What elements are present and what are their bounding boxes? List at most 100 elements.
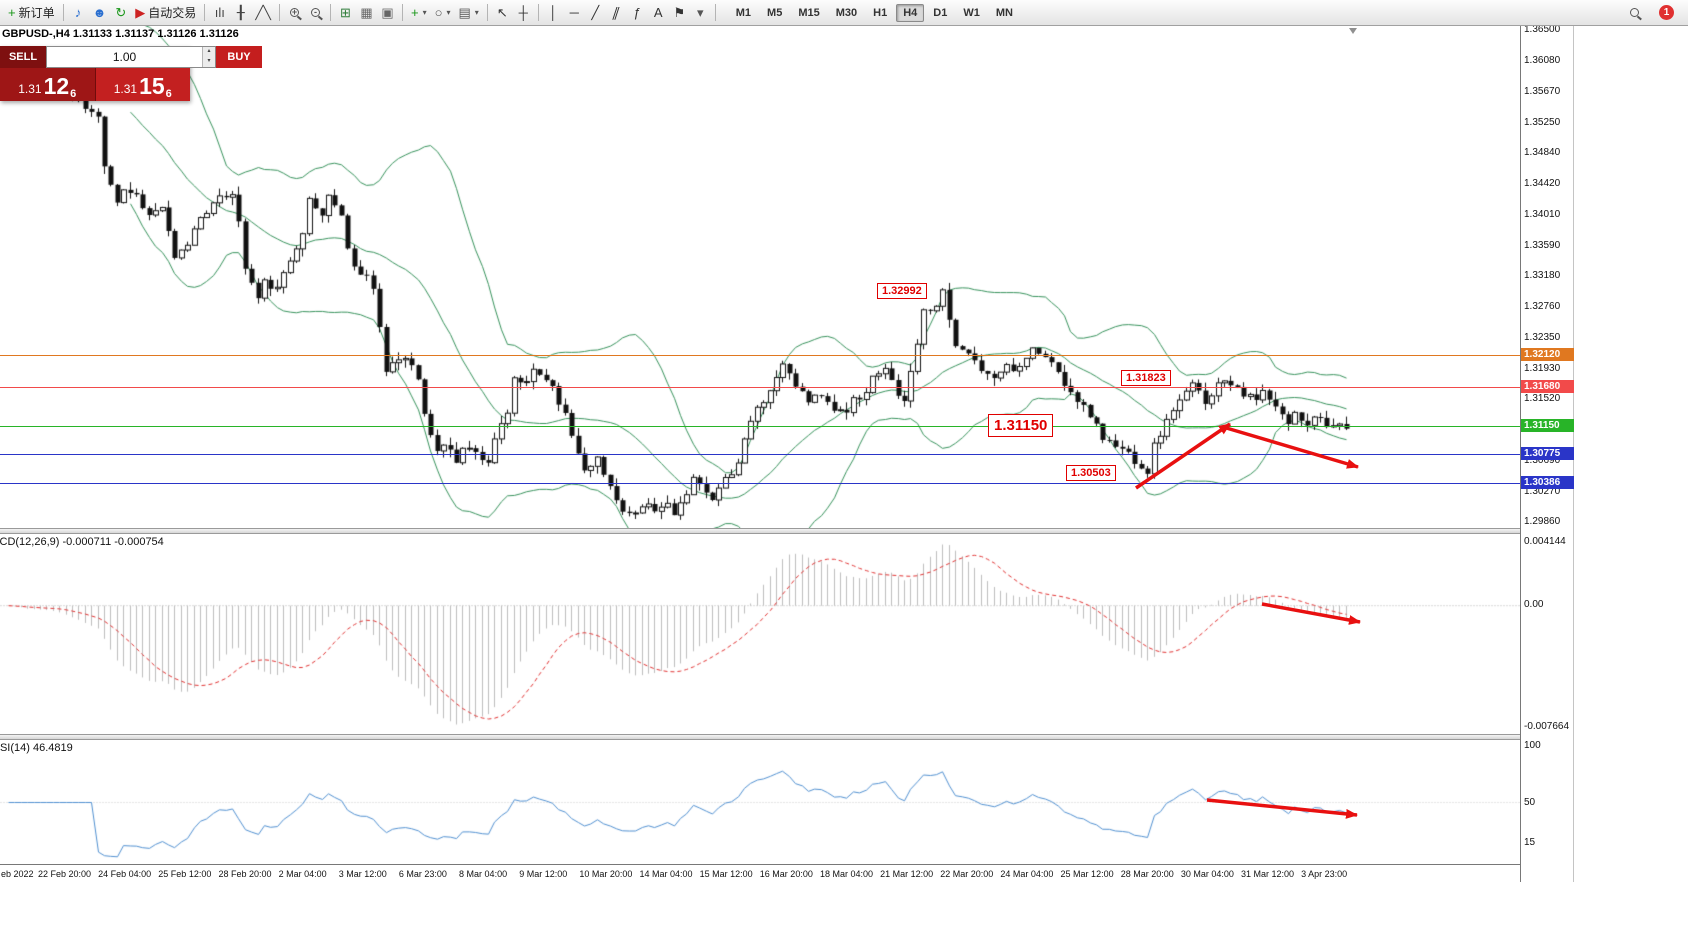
price-axis-label: 1.35250	[1524, 116, 1561, 128]
price-axis-label: 1.34010	[1524, 208, 1561, 220]
line-chart-button[interactable]: ╱╲	[251, 2, 275, 23]
autotrading-button[interactable]: ▶ 自动交易	[131, 2, 200, 23]
price-axis-label: 1.34840	[1524, 147, 1561, 158]
new-chart-button[interactable]: + ▾	[407, 2, 431, 23]
profiles-clock-icon: ○	[434, 5, 443, 20]
notification-badge[interactable]: 1	[1659, 5, 1674, 20]
sound-alerts-button[interactable]: ♪	[68, 2, 89, 23]
toolbar-separator	[486, 4, 488, 21]
crosshair-button[interactable]: ┼	[513, 2, 534, 23]
price-axis-label: 1.29860	[1524, 516, 1561, 527]
price-axis-badge: 1.31150	[1521, 419, 1574, 433]
search-button[interactable]	[1624, 2, 1645, 23]
price-axis[interactable]: 1.36500 1.36080 1.35670 1.35250 1.34840 1.344…	[1520, 24, 1574, 882]
horizontal-level-line[interactable]	[0, 355, 1520, 356]
new-order-button[interactable]: + 新订单	[4, 2, 59, 23]
horizontal-level-line[interactable]	[0, 387, 1520, 388]
rsi-panel[interactable]: RSI(14) 46.4819	[0, 740, 1520, 864]
refresh-button[interactable]: ↻	[110, 2, 131, 23]
time-axis-label: 3 Apr 23:00	[1301, 869, 1348, 879]
horizontal-level-line[interactable]	[0, 426, 1520, 427]
volume-input[interactable]	[47, 47, 202, 67]
toolbar-separator	[204, 4, 206, 21]
label-button[interactable]: ⚑	[669, 2, 690, 23]
cascade-windows-button[interactable]: ▣	[377, 2, 398, 23]
sell-button[interactable]: SELL	[0, 46, 46, 68]
volume-increase-button[interactable]: ▴	[203, 47, 215, 57]
bar-chart-button[interactable]: ılı	[209, 2, 230, 23]
person-icon: ☻	[92, 5, 107, 20]
refresh-icon: ↻	[115, 5, 127, 20]
dropdown-arrow-icon: ▾	[422, 8, 427, 17]
candlestick-chart-button[interactable]: ╂	[230, 2, 251, 23]
macd-label: MACD(12,26,9) -0.000711 -0.000754	[0, 536, 164, 548]
dropdown-arrow-icon: ▾	[697, 5, 704, 20]
time-axis-label: 24 Feb 04:00	[98, 869, 152, 879]
macd-canvas[interactable]	[0, 534, 1520, 734]
timeframe-m5-button[interactable]: M5	[767, 6, 783, 19]
time-axis-label: 30 Mar 04:00	[1180, 869, 1234, 879]
line-chart-icon: ╱╲	[255, 5, 271, 20]
timeframe-h1-button[interactable]: H1	[873, 6, 888, 19]
price-label-annotation[interactable]: 1.31150	[988, 414, 1054, 437]
text-button[interactable]: A	[648, 2, 669, 23]
price-label-annotation[interactable]: 1.32992	[877, 283, 927, 299]
time-axis[interactable]: eb 2022 22 Feb 20:00 24 Feb 04:00 25 Feb 12…	[0, 864, 1574, 882]
timeframe-m15-button[interactable]: M15	[798, 6, 820, 19]
main-chart-panel[interactable]: GBPUSD-,H4 1.31133 1.31137 1.31126 1.311…	[0, 26, 1520, 528]
plus-chart-icon: +	[410, 5, 419, 20]
zoom-in-button[interactable]: +	[284, 2, 305, 23]
timeframe-h4-button[interactable]: H4	[896, 3, 925, 22]
buy-price-prefix: 1.31	[113, 82, 138, 96]
price-axis-label: 1.36080	[1524, 55, 1561, 67]
arrange-windows-button[interactable]: ▦	[356, 2, 377, 23]
zoom-out-button[interactable]: -	[305, 2, 326, 23]
price-axis-label: 1.32760	[1524, 301, 1561, 313]
panel-splitter[interactable]	[0, 734, 1574, 740]
fibonacci-button[interactable]: ƒ	[627, 2, 648, 23]
cursor-button[interactable]: ↖	[492, 2, 513, 23]
timeframe-m1-button[interactable]: M1	[735, 6, 752, 19]
toolbar-separator	[537, 4, 539, 21]
horizontal-level-line[interactable]	[0, 483, 1520, 484]
tile-windows-button[interactable]: ⊞	[335, 2, 356, 23]
objects-list-button[interactable]: ▾	[690, 2, 711, 23]
chart-template-icon: ▤	[458, 5, 471, 20]
panel-splitter[interactable]	[0, 528, 1574, 534]
timeframe-d1-button[interactable]: D1	[933, 6, 948, 19]
arrange-grid-icon: ▦	[360, 5, 373, 20]
candlestick-canvas[interactable]	[0, 26, 1520, 528]
buy-price[interactable]: 1.31 15 6	[95, 68, 190, 101]
rsi-axis-label: 15	[1524, 836, 1536, 848]
profiles-button[interactable]: ○ ▾	[431, 2, 455, 23]
price-axis-label: 1.35670	[1524, 85, 1561, 97]
buy-price-point: 6	[165, 88, 172, 100]
timeframe-mn-button[interactable]: MN	[995, 6, 1013, 19]
sell-price[interactable]: 1.31 12 6	[0, 68, 96, 101]
timeframe-w1-button[interactable]: W1	[963, 6, 980, 19]
timeframe-m30-button[interactable]: M30	[835, 6, 858, 19]
horizontal-level-line[interactable]	[0, 454, 1520, 455]
volume-decrease-button[interactable]: ▾	[203, 57, 215, 67]
toolbar-separator	[714, 4, 716, 21]
time-axis-label: 6 Mar 23:00	[398, 869, 447, 879]
timeframe-toolbar: M1 M5 M15 M30 H1 H4 D1 W1 MN	[728, 3, 1021, 22]
price-label-annotation[interactable]: 1.31823	[1121, 370, 1171, 386]
time-axis-label: 18 Mar 04:00	[819, 869, 873, 879]
channel-button[interactable]: ∥	[606, 2, 627, 23]
templates-button[interactable]: ▤ ▾	[454, 2, 482, 23]
price-axis-label: 1.32350	[1524, 331, 1561, 343]
vertical-line-button[interactable]: │	[543, 2, 564, 23]
trendline-button[interactable]: ╱	[585, 2, 606, 23]
chart-workspace: GBPUSD-,H4 1.31133 1.31137 1.31126 1.311…	[0, 24, 1688, 948]
time-axis-label: 28 Mar 20:00	[1120, 869, 1174, 879]
community-button[interactable]: ☻	[89, 2, 111, 23]
rsi-canvas[interactable]	[0, 740, 1520, 864]
chart-shift-marker[interactable]	[1349, 28, 1357, 34]
speaker-icon: ♪	[74, 5, 82, 20]
horizontal-line-button[interactable]: ─	[564, 2, 585, 23]
price-label-annotation[interactable]: 1.30503	[1066, 465, 1116, 481]
macd-panel[interactable]: MACD(12,26,9) -0.000711 -0.000754	[0, 534, 1520, 734]
macd-axis-label: 0.004144	[1524, 536, 1566, 547]
buy-button[interactable]: BUY	[216, 46, 262, 68]
